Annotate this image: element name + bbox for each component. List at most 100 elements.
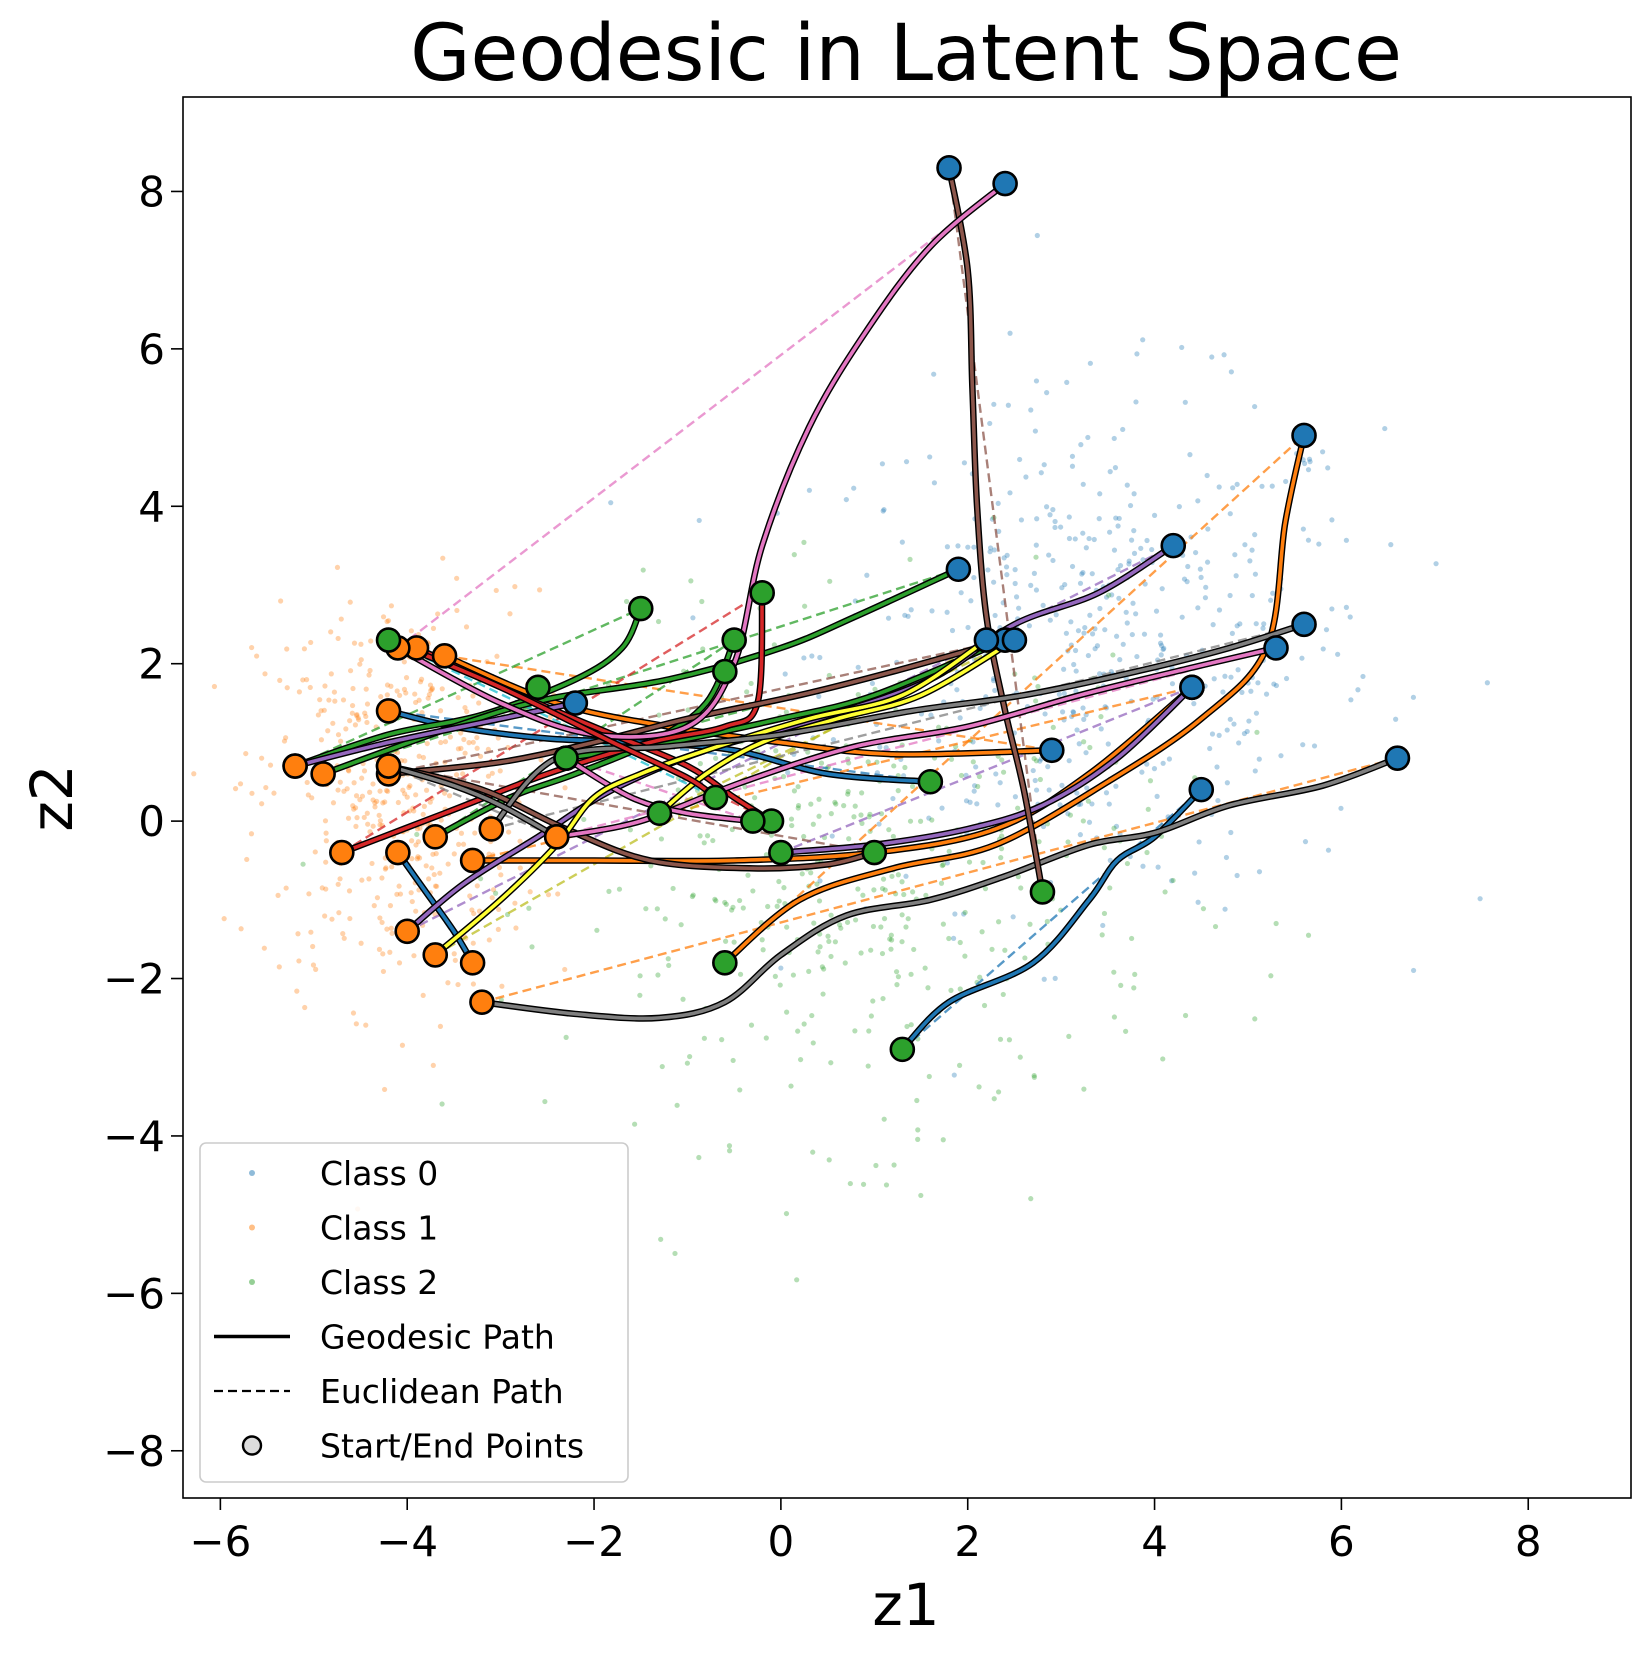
class-0-point xyxy=(1239,689,1245,695)
class-2-point xyxy=(899,939,905,945)
class-1-point xyxy=(243,750,249,757)
class-1-point xyxy=(413,842,419,848)
class-0-point xyxy=(987,549,993,555)
class-0-point xyxy=(973,764,979,770)
class-2-point xyxy=(880,876,887,882)
class-0-point xyxy=(1107,529,1113,535)
class-1-point xyxy=(415,839,421,845)
class-1-point xyxy=(562,966,568,973)
class-1-point xyxy=(237,781,244,787)
class-1-point xyxy=(455,694,461,701)
class-1-point xyxy=(366,672,372,678)
class-0-point xyxy=(1124,620,1130,626)
class-0-point xyxy=(1032,777,1038,784)
class-1-point xyxy=(315,712,321,718)
class-1-point xyxy=(357,797,363,803)
class-0-point xyxy=(1126,558,1132,564)
class-2-point xyxy=(723,901,729,907)
class-2-point xyxy=(902,764,908,771)
class-1-point xyxy=(461,736,467,743)
class-0-point xyxy=(997,780,1003,786)
class-1-point xyxy=(430,1062,436,1068)
class-0-point xyxy=(1050,507,1056,513)
class-0-point xyxy=(1061,690,1067,697)
class-2-point xyxy=(1129,935,1135,942)
class-1-point xyxy=(284,646,290,652)
class-2-point xyxy=(1145,806,1151,812)
class-1-point xyxy=(437,708,444,714)
class-2-point xyxy=(979,929,985,935)
class-0-point xyxy=(1244,728,1250,735)
class-2-point xyxy=(784,924,790,930)
class-0-point xyxy=(1133,399,1139,405)
class-1-point xyxy=(351,780,357,786)
geodesic-path-1 xyxy=(396,850,475,965)
class-1-point xyxy=(402,758,408,764)
class-1-point xyxy=(335,881,341,887)
class-2-point xyxy=(1273,920,1279,927)
class-2-point xyxy=(659,1063,665,1070)
class-0-point xyxy=(971,574,977,581)
class-0-point xyxy=(1166,756,1173,762)
class-0-point xyxy=(1105,741,1111,747)
class-0-point xyxy=(1068,619,1074,625)
class-0-point xyxy=(843,496,849,503)
class-2-point xyxy=(879,885,886,892)
class-1-point xyxy=(437,1023,444,1029)
legend-box xyxy=(199,1142,629,1483)
class-2-point xyxy=(828,811,834,817)
path-1-start-marker xyxy=(385,839,411,866)
class-1-point xyxy=(438,739,444,746)
class-2-point xyxy=(658,836,665,842)
class-1-point xyxy=(366,876,372,882)
class-2-point xyxy=(1031,1074,1037,1080)
class-1-point xyxy=(420,811,426,817)
class-1-point xyxy=(369,860,375,867)
class-1-point xyxy=(471,910,477,917)
class-2-point xyxy=(998,846,1005,852)
class-2-point xyxy=(526,905,532,911)
class-0-point xyxy=(1193,549,1199,556)
class-0-point xyxy=(1092,646,1098,652)
class-0-point xyxy=(1097,491,1103,497)
class-0-point xyxy=(1215,797,1221,804)
class-2-point xyxy=(806,968,812,975)
class-2-point xyxy=(865,1063,871,1069)
class-0-point xyxy=(1130,600,1136,606)
class-0-point xyxy=(1228,674,1234,680)
class-0-point xyxy=(1058,524,1064,530)
class-2-point xyxy=(865,759,871,765)
class-1-point xyxy=(365,821,371,827)
class-1-point xyxy=(435,611,441,617)
class-0-point xyxy=(1066,758,1072,764)
class-2-point xyxy=(976,1084,982,1090)
class-1-point xyxy=(394,688,400,694)
class-1-point xyxy=(376,946,383,952)
class-0-point xyxy=(1064,379,1070,386)
legend-swatch-dot xyxy=(249,1170,255,1176)
class-1-point xyxy=(343,726,349,732)
class-2-point xyxy=(1305,932,1312,938)
legend-label: Class 0 xyxy=(320,1154,438,1193)
legend-label: Class 1 xyxy=(320,1209,438,1248)
geodesic-path-13 xyxy=(293,701,578,768)
class-1-point xyxy=(340,931,346,937)
class-1-point xyxy=(470,981,476,987)
class-1-point xyxy=(463,624,470,630)
class-0-point xyxy=(1102,627,1108,633)
class-0-point xyxy=(608,500,614,506)
class-0-point xyxy=(1161,645,1167,651)
class-0-point xyxy=(1050,557,1056,564)
class-1-point xyxy=(385,788,391,794)
class-2-point xyxy=(674,1102,680,1108)
class-0-point xyxy=(1023,474,1029,480)
class-2-point xyxy=(989,946,995,952)
class-0-point xyxy=(1033,542,1039,548)
class-0-point xyxy=(992,612,998,619)
class-0-point xyxy=(1209,731,1216,737)
class-0-point xyxy=(1127,502,1134,509)
class-1-point xyxy=(512,900,518,906)
class-0-point xyxy=(690,615,696,621)
geodesic-path-2 xyxy=(900,787,1204,1052)
class-0-point xyxy=(955,543,961,549)
